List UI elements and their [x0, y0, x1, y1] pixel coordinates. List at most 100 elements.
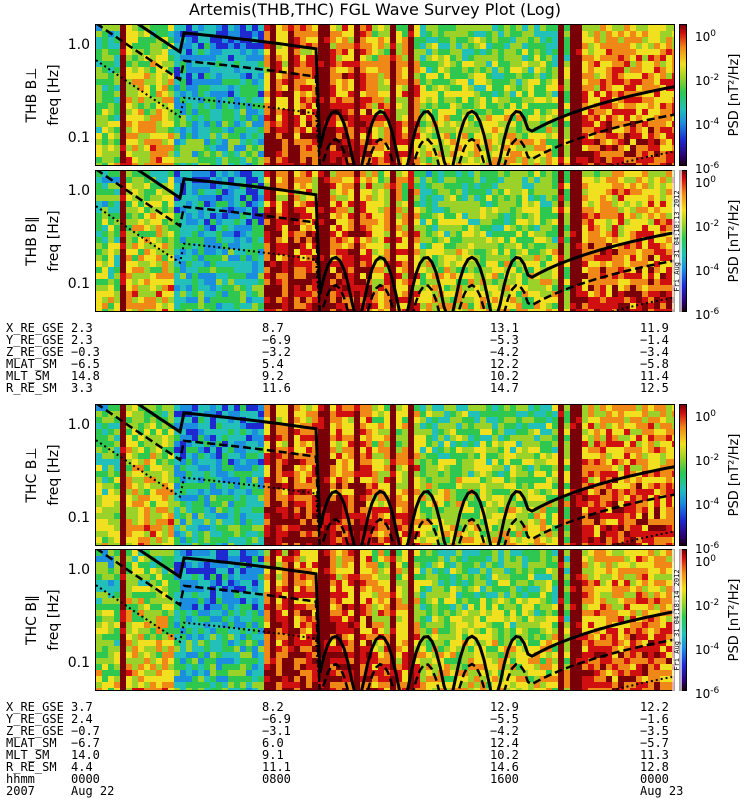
spectrogram-cell — [480, 109, 486, 115]
spectrogram-cell — [336, 163, 342, 165]
spectrogram-cell — [174, 163, 180, 165]
spectrogram-cell — [120, 213, 126, 219]
spectrogram-cell — [258, 121, 264, 127]
spectrogram-cell — [348, 67, 354, 73]
spectrogram-cell — [444, 109, 450, 115]
spectrogram-cell — [366, 243, 372, 249]
spectrogram-cell — [102, 157, 108, 163]
spectrogram-cell — [414, 261, 420, 267]
spectrogram-cell — [282, 139, 288, 145]
spectrogram-cell — [192, 25, 198, 31]
spectrogram-cell — [126, 31, 132, 37]
spectrogram-cell — [186, 37, 192, 43]
spectrogram-cell — [330, 85, 336, 91]
spectrogram-cell — [642, 61, 648, 67]
spectrogram-cell — [96, 207, 102, 213]
spectrogram-cell — [612, 261, 618, 267]
spectrogram-cell — [348, 163, 354, 165]
spectrogram-cell — [444, 103, 450, 109]
spectrogram-cell — [132, 171, 138, 177]
spectrogram-cell — [276, 133, 282, 139]
spectrogram-cell — [396, 151, 402, 157]
spectrogram-cell — [618, 115, 624, 121]
spectrogram-cell — [216, 163, 222, 165]
spectrogram-cell — [666, 177, 672, 183]
spectrogram-cell — [342, 61, 348, 67]
spectrogram-cell — [150, 261, 156, 267]
spectrogram-cell — [492, 67, 498, 73]
spectrogram-cell — [162, 483, 168, 489]
spectrogram-cell — [528, 55, 534, 61]
spectrogram-cell — [144, 543, 150, 545]
spectrogram-cell — [126, 435, 132, 441]
spectrogram-cell — [180, 79, 186, 85]
spectrogram-cell — [264, 133, 270, 139]
spectrogram-cell — [264, 261, 270, 267]
spectrogram-cell — [528, 85, 534, 91]
spectrogram-cell — [252, 109, 258, 115]
spectrogram-cell — [330, 243, 336, 249]
spectrogram-cell — [336, 231, 342, 237]
spectrogram-cell — [414, 25, 420, 31]
spectrogram-cell — [468, 249, 474, 255]
spectrogram-cell — [480, 43, 486, 49]
spectrogram-cell — [270, 97, 276, 103]
spectrogram-cell — [252, 97, 258, 103]
spectrogram-cell — [144, 525, 150, 531]
spectrogram-cell — [96, 255, 102, 261]
spectrogram-cell — [450, 43, 456, 49]
spectrogram-cell — [444, 79, 450, 85]
colorbar — [679, 24, 687, 166]
spectrogram-cell — [588, 49, 594, 55]
colorbar-tick-label: 10-4 — [695, 117, 720, 133]
spectrogram-cell — [372, 67, 378, 73]
spectrogram-cell — [402, 79, 408, 85]
spectrogram-cell — [132, 225, 138, 231]
spectrogram-cell — [186, 195, 192, 201]
spectrogram-cell — [390, 225, 396, 231]
spectrogram-cell — [606, 231, 612, 237]
spectrogram-cell — [276, 171, 282, 177]
spectrogram-cell — [408, 195, 414, 201]
spectrogram-cell — [150, 37, 156, 43]
spectrogram-cell — [588, 145, 594, 151]
spectrogram-cell — [192, 91, 198, 97]
spectrogram-cell — [168, 127, 174, 133]
spectrogram-cell — [636, 219, 642, 225]
spectrogram-cell — [96, 489, 102, 495]
spectrogram-cell — [492, 25, 498, 31]
spectrogram-cell — [588, 109, 594, 115]
spectrogram-cell — [306, 25, 312, 31]
spectrogram-cell — [108, 109, 114, 115]
spectrogram-cell — [504, 309, 510, 311]
spectrogram-cell — [234, 219, 240, 225]
spectrogram-cell — [210, 163, 216, 165]
spectrogram-cell — [168, 417, 174, 423]
spectrogram-cell — [540, 73, 546, 79]
spectrogram-cell — [522, 37, 528, 43]
spectrogram-cell — [120, 163, 126, 165]
spectrogram-cell — [150, 79, 156, 85]
spectrogram-cell — [132, 79, 138, 85]
spectrogram-cell — [168, 309, 174, 311]
spectrogram-cell — [144, 273, 150, 279]
spectrogram-cell — [288, 213, 294, 219]
spectrogram-cell — [156, 255, 162, 261]
spectrogram-cell — [516, 61, 522, 67]
spectrogram-cell — [474, 195, 480, 201]
spectrogram-cell — [222, 225, 228, 231]
spectrogram-cell — [648, 163, 654, 165]
spectrogram-cell — [606, 115, 612, 121]
spectrogram-cell — [462, 109, 468, 115]
spectrogram-cell — [270, 157, 276, 163]
spectrogram-cell — [516, 121, 522, 127]
spectrogram-cell — [654, 55, 660, 61]
spectrogram-cell — [300, 171, 306, 177]
spectrogram-cell — [156, 171, 162, 177]
spectrogram-cell — [300, 309, 306, 311]
spectrogram-cell — [396, 201, 402, 207]
spectrogram-cell — [420, 85, 426, 91]
spectrogram-cell — [612, 91, 618, 97]
spectrogram-cell — [228, 207, 234, 213]
spectrogram-cell — [462, 67, 468, 73]
